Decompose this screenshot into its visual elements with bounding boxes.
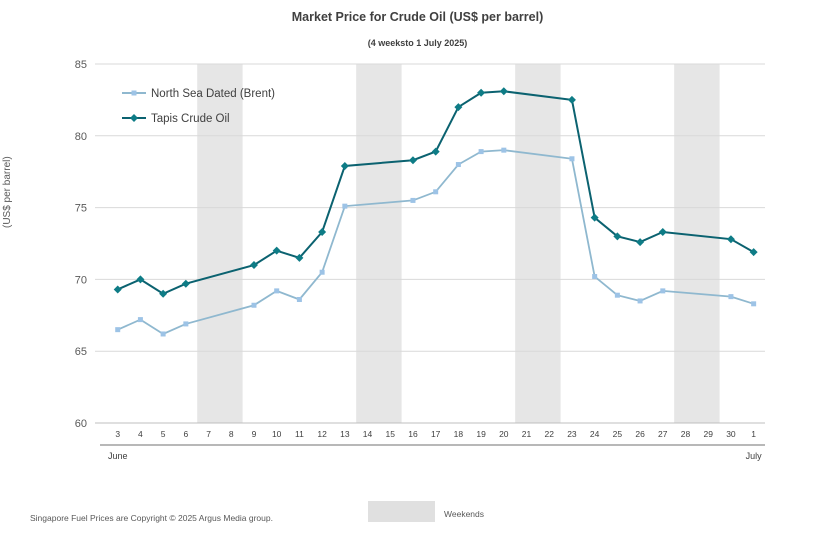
x-tick-label: 14	[363, 429, 373, 439]
data-point	[637, 298, 643, 304]
data-point	[454, 103, 463, 112]
data-point	[592, 274, 598, 280]
x-tick-label: 24	[590, 429, 600, 439]
data-point	[728, 294, 734, 300]
data-point	[590, 213, 599, 222]
data-point	[318, 228, 327, 237]
data-point	[319, 269, 325, 275]
data-point	[159, 289, 168, 298]
data-point	[113, 285, 122, 294]
data-point	[410, 197, 416, 203]
data-point	[431, 147, 440, 156]
data-point	[340, 161, 349, 170]
data-point	[477, 88, 486, 97]
data-point	[183, 321, 189, 327]
weekend-band	[197, 64, 243, 423]
x-tick-label: 20	[499, 429, 509, 439]
y-tick-label: 85	[75, 59, 87, 71]
legend-marker	[130, 114, 138, 122]
x-tick-label: 19	[476, 429, 486, 439]
y-tick-label: 65	[75, 346, 87, 358]
x-tick-label: 11	[295, 429, 304, 439]
legend-marker	[131, 90, 137, 96]
weekend-legend-label: Weekends	[444, 509, 485, 519]
x-tick-label: 12	[317, 429, 327, 439]
data-point	[136, 275, 145, 284]
data-point	[274, 288, 280, 294]
data-point	[251, 302, 257, 308]
data-point	[455, 162, 461, 168]
x-tick-label: 7	[206, 429, 211, 439]
copyright-note: Singapore Fuel Prices are Copyright © 20…	[30, 513, 273, 523]
data-point	[613, 232, 622, 241]
x-tick-label: 8	[229, 429, 234, 439]
x-tick-label: 23	[567, 429, 577, 439]
weekend-band	[356, 64, 402, 423]
data-point	[342, 203, 348, 209]
legend-label: Tapis Crude Oil	[151, 113, 230, 125]
x-tick-label: 26	[635, 429, 645, 439]
x-tick-label: 30	[726, 429, 736, 439]
x-tick-label: 1	[751, 429, 756, 439]
data-point	[478, 149, 484, 155]
x-tick-label: 21	[522, 429, 532, 439]
x-tick-label: 4	[138, 429, 143, 439]
data-point	[614, 292, 620, 298]
data-point	[295, 253, 304, 262]
x-tick-label: 17	[431, 429, 441, 439]
x-tick-label: 22	[545, 429, 555, 439]
legend-label: North Sea Dated (Brent)	[151, 88, 275, 100]
x-tick-label: 3	[115, 429, 120, 439]
data-point	[499, 87, 508, 96]
x-tick-label: 9	[252, 429, 257, 439]
x-tick-label: 29	[703, 429, 713, 439]
weekend-band	[674, 64, 720, 423]
data-point	[726, 235, 735, 244]
chart-title: Market Price for Crude Oil (US$ per barr…	[291, 10, 544, 24]
x-tick-label: 16	[408, 429, 418, 439]
y-tick-label: 70	[75, 274, 87, 286]
data-point	[296, 297, 302, 303]
x-tick-label: 5	[161, 429, 166, 439]
y-tick-label: 75	[75, 203, 87, 215]
data-point	[181, 279, 190, 288]
data-point	[749, 248, 758, 257]
x-tick-label: 15	[386, 429, 396, 439]
data-point	[408, 156, 417, 165]
data-point	[567, 95, 576, 104]
data-point	[636, 238, 645, 247]
data-point	[272, 246, 281, 255]
data-point	[137, 317, 143, 323]
weekend-band	[515, 64, 561, 423]
data-point	[501, 147, 507, 153]
chart-subtitle: (4 weeksto 1 July 2025)	[367, 38, 468, 48]
x-tick-label: 13	[340, 429, 350, 439]
x-tick-label: 6	[183, 429, 188, 439]
y-tick-label: 80	[75, 131, 87, 143]
data-point	[115, 327, 121, 333]
weekend-legend-swatch	[368, 501, 435, 522]
x-tick-label: 10	[272, 429, 282, 439]
data-point	[660, 288, 666, 294]
x-tick-label: 28	[681, 429, 691, 439]
month-label: June	[108, 451, 128, 461]
x-tick-label: 25	[613, 429, 623, 439]
data-point	[658, 228, 667, 237]
data-point	[433, 189, 439, 195]
data-point	[569, 156, 575, 162]
data-point	[751, 301, 757, 307]
month-label: July	[746, 451, 763, 461]
x-tick-label: 27	[658, 429, 668, 439]
data-point	[160, 331, 166, 337]
y-tick-label: 60	[75, 418, 87, 430]
x-tick-label: 18	[454, 429, 464, 439]
data-point	[249, 261, 258, 270]
